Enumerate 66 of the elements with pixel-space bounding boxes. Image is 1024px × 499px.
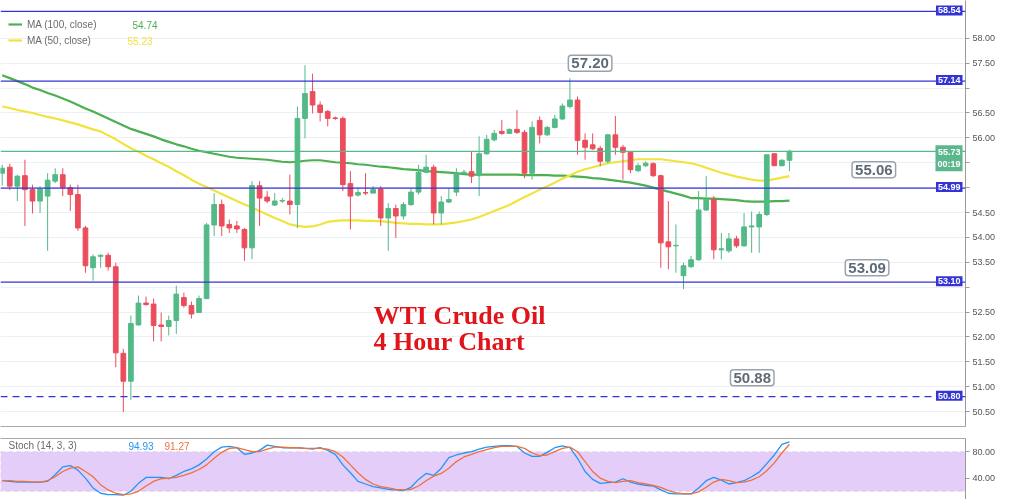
y-tick-label: 80.00	[972, 446, 996, 457]
annotation: 91.27	[164, 440, 190, 452]
y-tick-label: 57.50	[972, 58, 996, 69]
candlestick	[143, 296, 149, 307]
candlestick	[6, 163, 13, 191]
ref-line-label: 53.10	[937, 276, 961, 287]
candlestick	[718, 232, 725, 260]
candlestick	[726, 232, 732, 254]
annotation: 94.93	[128, 440, 154, 452]
candlestick	[468, 150, 475, 184]
candlestick	[680, 262, 687, 290]
y-tick-label: 50.50	[972, 406, 996, 417]
candlestick	[567, 77, 573, 109]
legend-label: MA (100, close)	[27, 17, 97, 31]
candlestick	[582, 132, 588, 161]
y-tick-label: 52.00	[972, 331, 996, 342]
candlestick	[317, 101, 323, 122]
ref-line-label: 57.14	[937, 75, 961, 86]
ref-line-label: 58.54	[937, 5, 961, 16]
candlestick	[287, 174, 293, 215]
candlestick	[309, 73, 316, 114]
candlestick	[241, 227, 248, 262]
candlestick	[453, 167, 460, 197]
candlestick	[362, 172, 369, 196]
candlestick	[741, 212, 747, 248]
ref-line-label: 55.73 00:19	[937, 147, 961, 170]
candlestick	[211, 192, 218, 237]
annotation: 50.88	[733, 368, 772, 386]
annotation: 57.20	[571, 54, 609, 72]
ref-line-label: 54.99	[937, 182, 961, 193]
y-tick-label: 54.00	[972, 232, 996, 243]
candlestick	[536, 115, 543, 144]
candlestick	[392, 204, 399, 239]
y-tick-label: 56.00	[972, 132, 996, 143]
y-tick-label: 53.50	[972, 257, 996, 268]
candlestick	[0, 164, 6, 187]
y-tick-label: 58.00	[972, 33, 996, 44]
annotation: 53.09	[848, 258, 886, 276]
candlestick	[59, 167, 66, 197]
chart-title: Stoch (14, 3, 3)	[8, 440, 77, 451]
candlestick	[22, 159, 28, 227]
candlestick	[234, 220, 240, 234]
ref-line-label: 50.80	[937, 390, 961, 401]
candlestick	[620, 144, 626, 181]
candlestick	[14, 174, 21, 202]
candlestick	[29, 184, 36, 214]
line-series	[1, 105, 791, 229]
candlestick	[703, 175, 710, 212]
candlestick	[385, 202, 392, 252]
candlestick	[97, 253, 104, 269]
annotation: 55.23	[127, 35, 153, 47]
candlestick	[612, 115, 619, 156]
y-tick-label: 52.50	[972, 307, 996, 318]
y-tick-label: 54.50	[972, 207, 996, 218]
y-tick-label: 51.00	[972, 381, 996, 392]
y-tick-label: 51.50	[972, 356, 996, 367]
y-tick-label: 56.50	[972, 107, 996, 118]
candlestick	[514, 109, 520, 135]
annotation: 55.06	[855, 160, 893, 178]
candlestick	[37, 185, 43, 214]
candlestick	[461, 169, 467, 176]
y-tick-label: 40.00	[972, 473, 996, 484]
candlestick	[90, 253, 96, 282]
legend-label: MA (50, close)	[27, 33, 91, 47]
candlestick	[438, 195, 445, 225]
annotation: 54.74	[132, 19, 158, 31]
